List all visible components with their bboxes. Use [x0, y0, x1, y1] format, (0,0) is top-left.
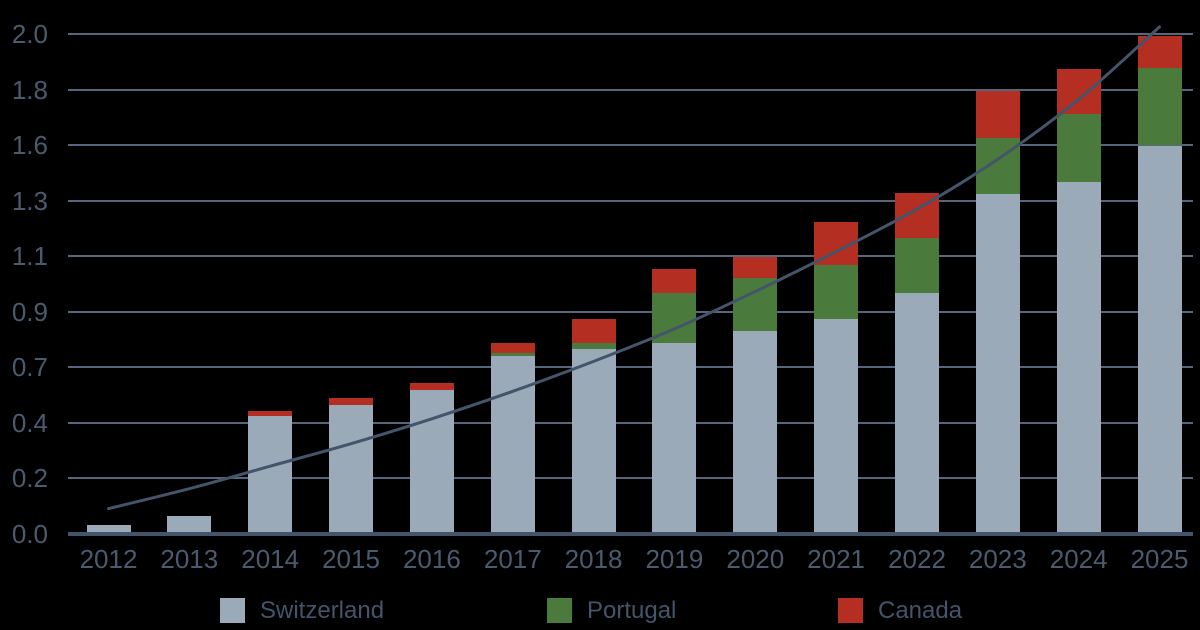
bar-segment-2025-portugal [1137, 68, 1182, 146]
x-tick-label-2014: 2014 [241, 544, 300, 574]
y-tick-label: 0.0 [11, 518, 48, 549]
canada-swatch-icon [838, 598, 863, 623]
legend-item-canada: Canada [838, 598, 962, 623]
bar-segment-2024-portugal [1056, 114, 1101, 182]
bar-segment-2015-switzerland [329, 405, 373, 532]
gridline [68, 199, 1193, 202]
bar-segment-2012-switzerland [86, 524, 131, 532]
legend-item-portugal: Portugal [547, 598, 676, 623]
bar-segment-2023-portugal [975, 138, 1020, 195]
bar-segment-2022-canada [895, 192, 939, 238]
x-tick-label-2015: 2015 [322, 544, 380, 574]
gridline [68, 421, 1193, 424]
legend-label-canada: Canada [878, 597, 963, 624]
y-tick-label: 1.1 [11, 241, 48, 272]
bar-segment-2017-canada [490, 342, 535, 353]
bar-segment-2019-canada [652, 269, 697, 293]
gridline [68, 33, 1193, 36]
x-tick-label-2018: 2018 [564, 544, 623, 574]
x-tick-label-2024: 2024 [1049, 544, 1108, 574]
x-tick-label-2025: 2025 [1130, 544, 1189, 574]
gridline [68, 366, 1193, 369]
gridline [68, 477, 1193, 480]
legend-label-portugal: Portugal [587, 597, 677, 624]
x-tick-label-2016: 2016 [402, 544, 461, 574]
legend-label-switzerland: Switzerland [260, 597, 385, 624]
bar-segment-2023-switzerland [975, 194, 1020, 532]
y-tick-label: 0.9 [11, 296, 48, 327]
portugal-swatch-icon [547, 598, 572, 623]
y-tick-label: 0.2 [11, 463, 48, 494]
x-tick-label-2021: 2021 [807, 544, 866, 574]
bar-segment-2021-portugal [814, 265, 859, 319]
bar-segment-2024-switzerland [1056, 181, 1101, 532]
bar-segment-2020-switzerland [733, 331, 778, 532]
y-tick-label: 1.8 [11, 74, 48, 105]
switzerland-swatch-icon [220, 598, 245, 623]
bar-segment-2025-switzerland [1137, 145, 1182, 532]
gridline [68, 144, 1193, 147]
bar-segment-2017-switzerland [490, 356, 535, 532]
bar-segment-2021-switzerland [814, 318, 859, 532]
y-tick-label: 0.4 [11, 407, 48, 438]
bar-segment-2014-switzerland [248, 416, 293, 532]
bar-segment-2019-portugal [652, 292, 697, 343]
bar-segment-2022-portugal [895, 237, 939, 293]
bar-segment-2019-switzerland [652, 342, 697, 532]
y-tick-label: 0.7 [11, 352, 48, 383]
x-tick-label-2023: 2023 [968, 544, 1027, 574]
bar-segment-2020-canada [733, 256, 778, 278]
gridline [68, 88, 1193, 91]
y-tick-label: 1.3 [11, 185, 48, 216]
bar-segment-2018-canada [571, 318, 616, 343]
bar-segment-2020-portugal [733, 277, 778, 332]
x-tick-label-2022: 2022 [888, 544, 946, 574]
gridline [68, 255, 1193, 258]
y-tick-label: 2.0 [11, 19, 48, 50]
bar-segment-2024-canada [1056, 69, 1101, 115]
x-axis-line [68, 531, 1193, 536]
bar-segment-2017-portugal [490, 352, 535, 357]
bar-segment-2016-canada [409, 382, 454, 391]
x-tick-label-2019: 2019 [645, 544, 704, 574]
bar-segment-2021-canada [814, 221, 859, 266]
bar-segment-2015-canada [329, 397, 373, 406]
x-tick-label-2012: 2012 [79, 544, 138, 574]
y-tick-label: 1.6 [11, 130, 48, 161]
x-tick-label-2017: 2017 [483, 544, 542, 574]
bar-segment-2016-switzerland [409, 390, 454, 532]
legend-item-switzerland: Switzerland [220, 598, 384, 623]
gridline [68, 310, 1193, 313]
bar-segment-2013-switzerland [167, 516, 212, 532]
x-tick-label-2013: 2013 [160, 544, 219, 574]
bar-segment-2023-canada [975, 90, 1020, 138]
bar-segment-2018-switzerland [571, 348, 616, 532]
bar-segment-2025-canada [1137, 35, 1182, 68]
bar-segment-2022-switzerland [895, 292, 939, 532]
x-tick-label-2020: 2020 [726, 544, 785, 574]
bar-segment-2018-portugal [571, 342, 616, 349]
bar-segment-2014-canada [248, 411, 293, 417]
